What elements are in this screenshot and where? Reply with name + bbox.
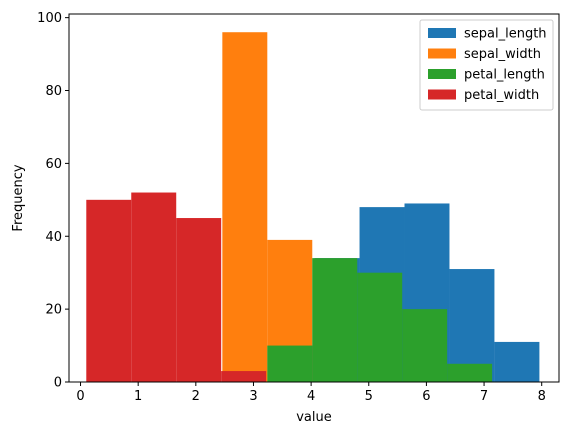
bar-sepal-width-0 [222, 32, 268, 382]
y-tick-label: 20 [45, 303, 62, 318]
legend-swatch-sepal-length [428, 28, 456, 38]
legend-label-petal-width: petal_width [464, 88, 539, 103]
x-axis-ticks: 0 1 2 3 4 5 6 7 8 [76, 382, 546, 404]
x-tick-label: 5 [365, 389, 373, 404]
legend-label-sepal-width: sepal_width [464, 47, 541, 62]
x-tick-label: 7 [480, 389, 488, 404]
x-tick-label: 0 [76, 389, 84, 404]
legend-label-petal-length: petal_length [464, 68, 545, 83]
y-tick-label: 100 [37, 11, 62, 26]
legend-box [419, 19, 554, 111]
x-tick-label: 2 [192, 389, 200, 404]
y-axis-label: Frequency [11, 164, 26, 231]
legend-label-sepal-length: sepal_length [464, 27, 547, 42]
y-tick-label: 80 [45, 84, 62, 99]
bar-sepal-length-6 [494, 341, 540, 382]
axes-layer [68, 13, 560, 383]
y-tick-label: 40 [45, 230, 62, 245]
legend: sepal_length sepal_width petal_lengthpetal… [419, 19, 554, 111]
bar-petal-length-0 [267, 345, 313, 382]
bar-petal-length-2 [357, 272, 403, 382]
x-tick-label: 6 [422, 389, 430, 404]
x-tick-label: 1 [134, 389, 142, 404]
x-tick-label: 4 [307, 389, 315, 404]
plot-frame [68, 13, 560, 383]
legend-swatch-petal-width [428, 89, 456, 100]
legend-swatch-petal-length [428, 69, 456, 79]
bar-petal-length-3 [402, 309, 448, 382]
y-axis-ticks: 0 20 40 60 80 100 [37, 11, 69, 391]
bar-petal-width-2 [176, 218, 222, 382]
y-tick-label: 0 [54, 376, 62, 391]
bar-petal-length-4 [447, 363, 493, 382]
bar-sepal-length-5 [449, 269, 495, 382]
bars-layer [86, 32, 540, 382]
bar-petal-width-1 [131, 192, 177, 382]
legend-swatch-sepal-width [428, 48, 456, 59]
bar-petal-width-0 [86, 199, 132, 382]
y-tick-label: 60 [45, 157, 62, 172]
x-tick-label: 8 [538, 389, 546, 404]
x-axis-label: value [296, 410, 332, 425]
x-tick-label: 3 [249, 389, 257, 404]
bar-petal-width-3 [221, 371, 267, 382]
bar-petal-length-1 [312, 258, 358, 382]
